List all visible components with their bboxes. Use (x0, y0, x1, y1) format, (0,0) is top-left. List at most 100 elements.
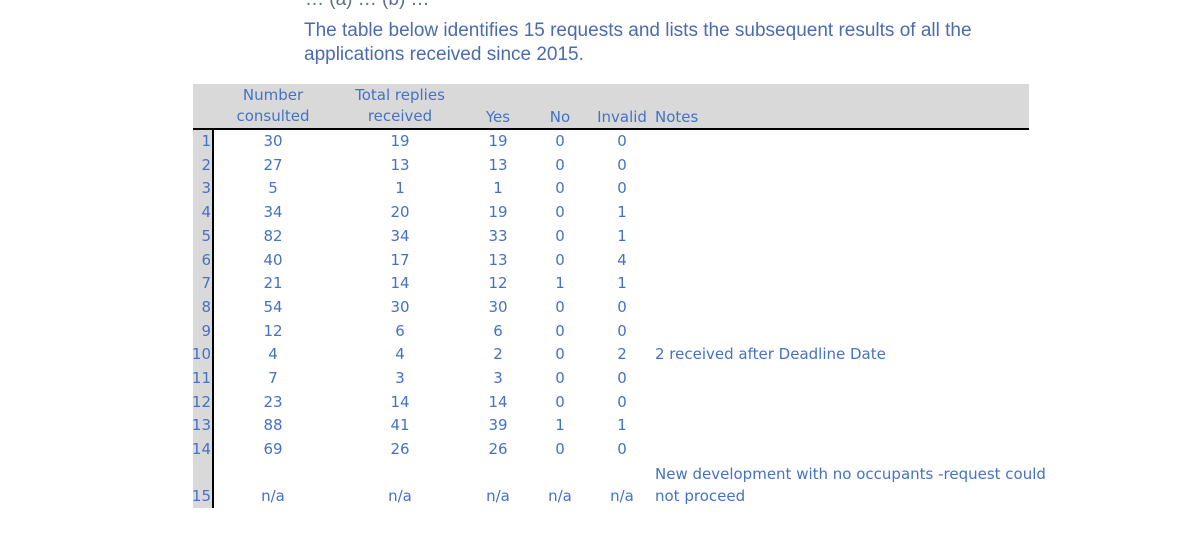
cell-invalid: 1 (617, 416, 627, 435)
cell-yes: n/a (486, 487, 510, 505)
cell-invalid: 4 (617, 250, 627, 269)
table-row: 11 7 3 3 0 0 (191, 368, 1029, 392)
row-index: 13 (191, 416, 211, 435)
cell-consulted: 88 (263, 416, 283, 435)
cell-consulted: 40 (263, 250, 283, 269)
table-row: 3 5 1 1 0 0 (193, 178, 1029, 202)
cell-invalid: 1 (617, 203, 627, 222)
cell-yes: 39 (488, 416, 508, 435)
header-notes: Notes (655, 108, 699, 126)
header-yes: Yes (485, 108, 511, 126)
cell-consulted: 34 (263, 203, 283, 222)
cell-yes: 19 (488, 132, 508, 150)
row-index: 11 (191, 369, 211, 387)
cell-replies: 41 (390, 416, 410, 435)
table-header: Number consulted Total replies received … (193, 84, 1029, 130)
cell-no: 0 (555, 345, 565, 364)
row-index: 10 (191, 345, 211, 364)
row-index: 6 (201, 250, 211, 269)
cell-no: 1 (555, 416, 565, 435)
cell-replies: 26 (390, 440, 410, 459)
cell-replies: 30 (390, 297, 410, 316)
cell-yes: 13 (488, 155, 508, 174)
cell-notes-line1: New development with no occupants -reque… (655, 465, 1046, 483)
cell-replies: 1 (395, 179, 405, 198)
cell-yes: 19 (488, 203, 508, 222)
table-row: 13 88 41 39 1 1 (191, 415, 1029, 439)
row-index: 14 (191, 440, 211, 459)
intro-text: The table below identifies 15 requests a… (304, 20, 972, 65)
cell-no: n/a (548, 487, 572, 505)
cell-yes: 13 (488, 250, 508, 269)
cell-replies: 4 (395, 345, 405, 364)
cell-consulted: 30 (263, 132, 283, 150)
row-index: 12 (191, 392, 211, 411)
cell-consulted: 21 (263, 274, 283, 293)
cell-yes: 30 (488, 297, 508, 316)
cell-consulted: 54 (263, 297, 283, 316)
cell-yes: 6 (493, 321, 503, 340)
cell-no: 1 (555, 274, 565, 293)
row-index: 4 (201, 203, 211, 222)
cell-invalid: 1 (617, 274, 627, 293)
header-number-consulted: Number consulted (236, 86, 310, 125)
cell-invalid: 2 (617, 345, 627, 364)
cell-invalid: 0 (617, 179, 627, 198)
row-index: 2 (201, 155, 211, 174)
header-total-replies: Total replies received (355, 86, 445, 125)
row-index: 1 (201, 132, 211, 150)
cell-yes: 14 (488, 392, 508, 411)
table-row: 1 30 19 19 0 0 (193, 131, 1029, 155)
cell-replies: 14 (390, 392, 410, 411)
cell-notes: 2 received after Deadline Date (655, 345, 886, 364)
cell-no: 0 (555, 250, 565, 269)
results-table: Number consulted Total replies received … (192, 84, 1046, 508)
cell-consulted: 5 (268, 179, 278, 198)
cell-invalid: 0 (617, 132, 627, 150)
cell-consulted: n/a (261, 487, 285, 505)
row-index: 9 (201, 321, 211, 340)
cell-invalid: 0 (617, 440, 627, 459)
cell-replies: 14 (390, 274, 410, 293)
cell-no: 0 (555, 203, 565, 222)
header-no: No (549, 108, 571, 126)
cell-no: 0 (555, 179, 565, 198)
cell-no: 0 (555, 132, 565, 150)
cell-replies: 17 (390, 250, 410, 269)
cell-consulted: 69 (263, 440, 283, 459)
cell-yes: 26 (488, 440, 508, 459)
cell-no: 0 (555, 321, 565, 340)
cell-invalid: 0 (617, 155, 627, 174)
row-index: 8 (201, 297, 211, 316)
table-row: 14 69 26 26 0 0 (191, 439, 1029, 463)
cell-consulted: 12 (263, 321, 283, 340)
header-invalid: Invalid (597, 108, 647, 126)
cell-no: 0 (555, 155, 565, 174)
cell-yes: 33 (488, 226, 508, 245)
cell-no: 0 (555, 440, 565, 459)
cell-invalid: 0 (617, 392, 627, 411)
cell-invalid: n/a (610, 487, 634, 505)
cell-invalid: 1 (617, 226, 627, 245)
table-row-15: 15 n/a n/a n/a n/a n/a New development w… (192, 465, 1046, 508)
cell-yes: 2 (493, 345, 503, 364)
cell-replies: 19 (390, 132, 410, 150)
row-index: 7 (201, 274, 211, 293)
table-row: 12 23 14 14 0 0 (191, 392, 1029, 416)
cell-replies: 13 (390, 155, 410, 174)
cell-consulted: 27 (263, 155, 283, 174)
cell-no: 0 (555, 226, 565, 245)
cropped-text-line: … (a) … (b) … (305, 0, 430, 11)
cell-replies: 6 (395, 321, 405, 340)
cell-consulted: 23 (263, 392, 283, 411)
cell-consulted: 7 (268, 369, 278, 387)
cell-replies: 3 (395, 369, 405, 387)
intro-paragraph: The table below identifies 15 requests a… (304, 19, 1024, 67)
table-row: 5 82 34 33 0 1 (193, 226, 1029, 250)
cell-notes-line2: not proceed (655, 487, 746, 505)
cell-no: 0 (555, 392, 565, 411)
cell-yes: 3 (493, 369, 503, 387)
table-row: 6 40 17 13 0 4 (193, 250, 1029, 274)
cell-no: 0 (555, 369, 565, 387)
row-index: 3 (201, 179, 211, 198)
